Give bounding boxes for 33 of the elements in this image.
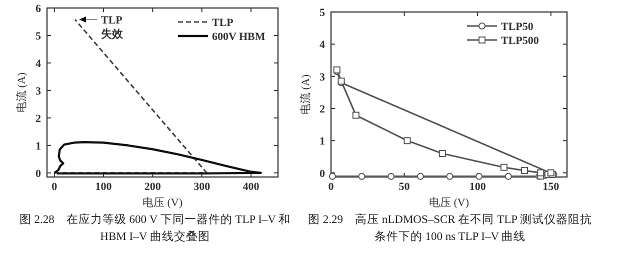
x-tick-label: 150 (542, 181, 560, 193)
caption: 图 2.29 高压 nLDMOS–SCR 在不同 TLP 测试仪器阻抗条件下的 100 ns TLP I–V 曲线 (306, 212, 593, 245)
y-tick-label: 2 (320, 103, 326, 116)
x-tick-label: 0 (328, 181, 334, 193)
legend-label: TLP500 (501, 35, 540, 47)
y-axis-title: 电流 (A) (299, 74, 312, 115)
y-tick-label: 0 (320, 168, 326, 180)
x-tick-label: 400 (242, 181, 260, 193)
x-axis-title: 电压 (V) (428, 196, 470, 209)
y-tick-label: 6 (36, 3, 42, 15)
legend-label: 600V HBM (212, 31, 266, 43)
y-tick-label: 3 (320, 71, 326, 84)
x-axis-title: 电压 (V) (142, 196, 183, 209)
y-tick-label: 0 (36, 168, 42, 180)
caption: 图 2.28 在应力等级 600 V 下同一器件的 TLP I–V 和 HBM I–V 曲线交叠图 (18, 212, 292, 245)
x-tick-label: 200 (144, 181, 162, 193)
y-tick-label: 1 (36, 140, 41, 152)
y-tick-label: 1 (320, 136, 325, 148)
legend-label: TLP50 (501, 21, 534, 33)
x-tick-label: 0 (52, 181, 58, 193)
x-tick-label: 50 (398, 181, 410, 193)
legend-label: TLP (212, 17, 234, 29)
y-tick-label: 2 (36, 112, 42, 125)
y-tick-label: 5 (36, 30, 42, 42)
y-tick-label: 3 (36, 85, 42, 98)
y-tick-label: 4 (320, 39, 326, 52)
y-axis-title: 电流 (A) (15, 72, 28, 113)
annotation: TLP 失效 (101, 14, 124, 41)
x-tick-label: 300 (194, 181, 211, 193)
y-tick-label: 5 (320, 7, 326, 19)
x-tick-label: 100 (95, 181, 112, 193)
x-tick-label: 100 (469, 181, 486, 193)
y-tick-label: 4 (36, 58, 42, 70)
